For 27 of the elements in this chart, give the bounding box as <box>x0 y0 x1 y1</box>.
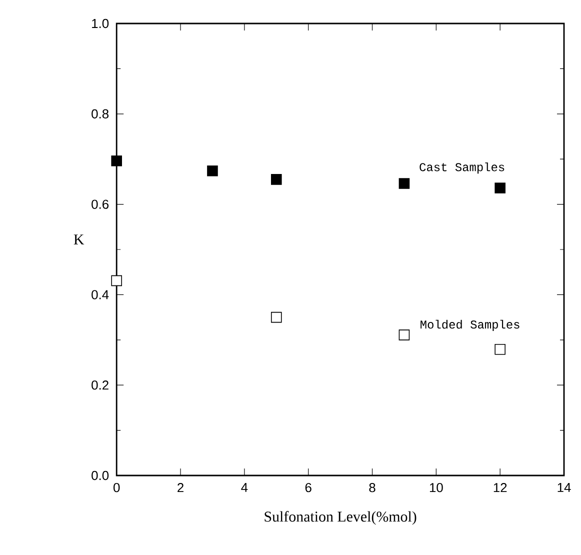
y-tick-label: 0.8 <box>92 109 109 118</box>
point <box>398 178 410 189</box>
y-axis-title: K <box>74 234 84 244</box>
series-label: Molded Samples <box>420 320 520 331</box>
point <box>494 182 506 194</box>
series-label: Cast Samples <box>420 162 504 174</box>
y-tick-label: 0.6 <box>92 200 109 209</box>
y-tick-label: 0.0 <box>92 470 109 480</box>
point <box>111 275 122 286</box>
point <box>270 312 282 323</box>
point <box>207 165 218 176</box>
point <box>270 174 282 185</box>
point <box>494 344 506 355</box>
x-tick-label: 2 <box>178 483 184 492</box>
y-tick-label: 0.4 <box>92 290 109 300</box>
x-tick-label: 10 <box>430 483 443 492</box>
x-axis-title: Sulfonation Level(%mol) <box>264 511 416 525</box>
x-tick-label: 14 <box>558 483 571 492</box>
x-tick-label: 12 <box>494 483 507 492</box>
x-tick-label: 8 <box>369 483 376 492</box>
x-tick-label: 6 <box>305 483 312 492</box>
x-tick-label: 4 <box>241 483 248 492</box>
x-tick-label: 0 <box>114 483 120 492</box>
point <box>398 330 410 340</box>
y-tick-label: 0.2 <box>92 380 108 390</box>
y-tick-label: 1.0 <box>92 18 109 28</box>
point <box>111 156 122 166</box>
